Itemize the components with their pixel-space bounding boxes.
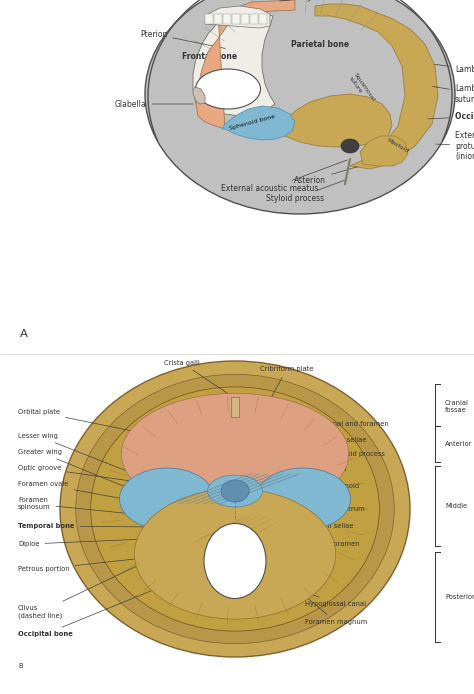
Text: B: B [18,663,23,669]
Text: Dorsum sellae: Dorsum sellae [250,511,354,529]
Text: Mastoid: Mastoid [386,138,410,154]
Text: Foramen lacerum: Foramen lacerum [293,506,365,514]
Text: Greater wing: Greater wing [18,449,147,496]
Text: Coronal suture: Coronal suture [308,0,366,1]
Text: Petrous portion: Petrous portion [18,557,150,572]
Text: Glabella: Glabella [115,99,193,108]
Text: Anterior: Anterior [445,441,473,447]
Text: Sphenoid bone: Sphenoid bone [228,114,275,130]
Polygon shape [284,94,392,147]
Ellipse shape [145,0,455,214]
Text: Posterior clinoid
process: Posterior clinoid process [258,482,359,500]
Polygon shape [360,136,408,166]
Text: Cranial
fossae: Cranial fossae [445,400,469,412]
Text: Sella turcica: Sella turcica [252,466,346,490]
Ellipse shape [60,361,410,657]
Text: Temporal bone: Temporal bone [18,523,152,529]
Text: Cribriform plate: Cribriform plate [260,366,313,407]
Text: Jugular foramen: Jugular foramen [300,541,359,547]
Bar [223,14,231,24]
Text: Anterior clinoid process: Anterior clinoid process [287,451,385,488]
Text: Frontal bone: Frontal bone [182,51,237,60]
Text: Middle: Middle [445,503,467,509]
Text: Parietal bone: Parietal bone [291,40,349,49]
Bar [232,14,240,24]
Text: Styloid process: Styloid process [266,180,346,203]
Ellipse shape [255,468,350,530]
Text: Occipital bone: Occipital bone [428,112,474,121]
Text: Squamosal
suture: Squamosal suture [348,72,376,105]
Ellipse shape [134,489,336,619]
Text: Optic canal and foramen: Optic canal and foramen [302,421,389,452]
Text: Posterior: Posterior [445,594,474,600]
Text: Foramen ovale: Foramen ovale [18,481,164,507]
Text: External acoustic meatus: External acoustic meatus [221,160,347,193]
Text: Clivus
(dashed line): Clivus (dashed line) [18,525,222,619]
Text: Asterion: Asterion [294,167,357,185]
Bar [241,14,249,24]
Text: Lambda: Lambda [435,65,474,74]
Text: External occipital
protuberance
(inion): External occipital protuberance (inion) [436,131,474,161]
Polygon shape [205,6,270,28]
Text: Diploe: Diploe [18,539,144,547]
Ellipse shape [221,480,249,502]
Polygon shape [222,106,295,140]
Text: Crista galli: Crista galli [164,360,231,396]
Polygon shape [193,87,205,104]
Ellipse shape [121,393,349,515]
Ellipse shape [91,387,379,631]
Text: Occipital bone: Occipital bone [18,578,182,637]
Text: A: A [20,329,28,339]
Ellipse shape [341,139,359,153]
Polygon shape [196,0,295,129]
Polygon shape [231,397,239,417]
Polygon shape [193,12,275,116]
Text: Tuberculum sellae: Tuberculum sellae [267,437,366,480]
Ellipse shape [119,468,215,530]
Text: Lesser wing: Lesser wing [18,433,145,478]
Ellipse shape [195,69,261,109]
Text: Orbital plate: Orbital plate [18,409,144,434]
Text: Foramen magnum: Foramen magnum [265,563,367,625]
Text: Lambdoidal
suture: Lambdoidal suture [433,84,474,103]
Text: Optic groove: Optic groove [18,465,170,486]
Ellipse shape [208,475,263,507]
Text: Hypoglossal canal: Hypoglossal canal [265,575,366,607]
Bar [250,14,258,24]
Text: Pterion: Pterion [140,30,225,49]
Polygon shape [315,4,438,169]
Bar [205,14,213,24]
Bar [214,14,222,24]
Text: Foramen
spinosum: Foramen spinosum [18,498,160,517]
Ellipse shape [76,374,394,643]
Ellipse shape [204,523,266,598]
Text: Temporal bone: Temporal bone [307,115,363,124]
Bar [259,14,267,24]
